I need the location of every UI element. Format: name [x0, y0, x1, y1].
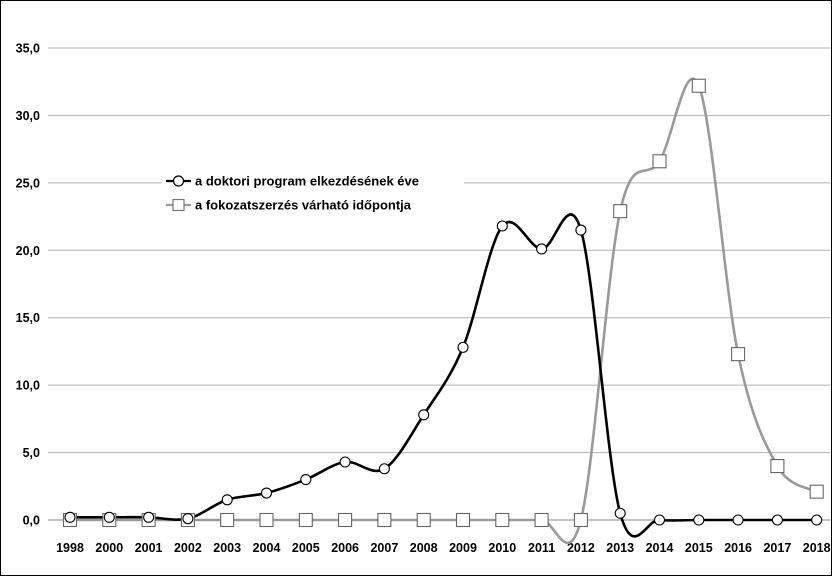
legend-label-degree-year: a fokozatszerzés várható időpontja	[195, 198, 412, 213]
x-tick-label: 2004	[253, 541, 281, 555]
x-tick-label: 2008	[410, 541, 438, 555]
x-tick-label: 2014	[646, 541, 674, 555]
data-point-square	[455, 512, 471, 528]
data-point-square	[770, 459, 785, 474]
legend-background	[162, 160, 464, 222]
legend: a doktori program elkezdésének éve a fok…	[162, 160, 464, 222]
x-tick-label: 2018	[803, 541, 831, 555]
data-point-square	[809, 484, 824, 499]
data-point-circle	[418, 409, 430, 421]
data-point-circle	[378, 463, 390, 475]
x-tick-label: 2005	[292, 541, 320, 555]
x-tick-label: 2001	[135, 541, 163, 555]
x-tick-label: 2016	[724, 541, 752, 555]
data-point-square	[298, 512, 313, 528]
series-line	[70, 213, 817, 538]
data-point-circle	[693, 514, 705, 526]
x-tick-label: 2013	[606, 541, 634, 555]
data-point-square	[377, 512, 392, 528]
data-point-square	[691, 78, 706, 93]
data-point-circle	[653, 514, 666, 526]
data-point-circle	[221, 494, 233, 506]
x-tick-label: 2009	[449, 541, 477, 555]
data-point-square	[731, 347, 746, 362]
y-axis-tick-labels: 0,0 5,0 10,0 15,0 20,0 25,0 30,0 35,0	[16, 42, 40, 528]
data-point-square	[613, 204, 628, 219]
series-line	[70, 77, 818, 545]
data-point-circle	[811, 514, 823, 526]
x-tick-label: 2007	[370, 541, 398, 555]
x-tick-label: 2002	[174, 541, 202, 555]
data-point-circle	[771, 514, 783, 526]
y-tick-label: 20,0	[16, 244, 40, 258]
x-tick-label: 2015	[685, 541, 713, 555]
x-tick-label: 2010	[488, 541, 516, 555]
data-point-circle	[457, 341, 469, 353]
x-axis-tick-labels: 1998 2000 2001 2002 2003 2004 2005 2006 2007 2008…	[56, 541, 831, 555]
y-tick-label: 10,0	[16, 379, 40, 393]
legend-entry-degree-year: a fokozatszerzés várható időpontja	[166, 198, 412, 213]
data-point-circle	[496, 220, 508, 232]
x-tick-label: 2012	[567, 541, 595, 555]
y-tick-label: 25,0	[16, 176, 40, 190]
legend-entry-start-year: a doktori program elkezdésének éve	[166, 174, 419, 189]
gridlines	[48, 47, 830, 521]
legend-label-start-year: a doktori program elkezdésének éve	[195, 174, 419, 189]
data-point-circle	[64, 511, 76, 523]
data-point-circle	[143, 511, 155, 523]
data-point-circle	[732, 514, 744, 526]
y-tick-label: 5,0	[23, 446, 40, 460]
data-point-circle	[300, 473, 312, 486]
data-point-square	[534, 512, 549, 528]
data-point-circle	[103, 511, 115, 523]
x-tick-label: 2011	[528, 541, 555, 555]
data-point-circle	[575, 224, 587, 236]
data-point-circle	[182, 513, 194, 525]
x-tick-label: 2006	[331, 541, 359, 555]
legend-circle-marker	[172, 175, 185, 187]
data-point-square	[495, 512, 510, 528]
data-point-square	[652, 154, 667, 169]
data-point-circle	[614, 507, 626, 519]
y-tick-label: 30,0	[16, 109, 40, 123]
x-tick-label: 2003	[213, 541, 241, 555]
data-point-circle	[260, 487, 273, 499]
y-tick-label: 0,0	[23, 514, 40, 528]
series-markers	[62, 78, 824, 528]
data-point-square	[259, 512, 274, 528]
data-point-square	[416, 512, 431, 528]
x-tick-label: 2000	[95, 541, 123, 555]
data-point-circle	[536, 243, 548, 255]
y-tick-label: 15,0	[16, 311, 40, 325]
data-point-circle	[339, 456, 351, 468]
x-tick-label: 2017	[763, 541, 791, 555]
y-tick-label: 35,0	[16, 42, 40, 56]
data-point-square	[573, 512, 588, 528]
data-point-square	[220, 512, 235, 528]
legend-square-marker	[172, 198, 185, 212]
data-point-square	[338, 512, 353, 528]
x-tick-label: 1998	[56, 541, 84, 555]
series-lines	[70, 77, 818, 545]
